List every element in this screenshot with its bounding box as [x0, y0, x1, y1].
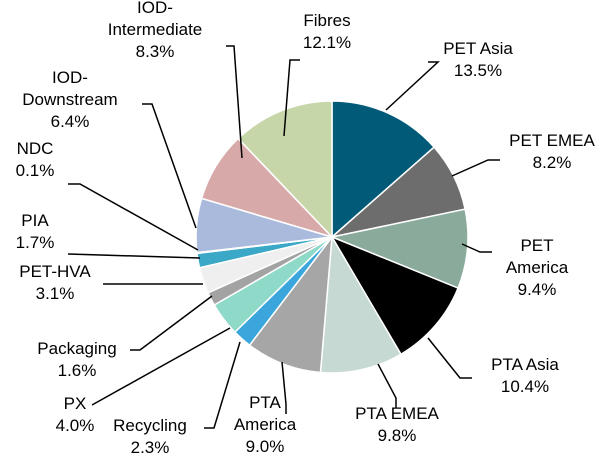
- value-label: 13.5%: [453, 61, 503, 80]
- slice-label: Recycling 2.3%: [100, 415, 200, 459]
- slice: [237, 100, 333, 239]
- category-name: PIA: [21, 211, 49, 230]
- leader-line: [67, 253, 201, 259]
- slice: [329, 208, 469, 290]
- leader-line: [226, 45, 243, 159]
- value-label: 9.8%: [377, 426, 417, 445]
- category-name: Recycling: [113, 416, 187, 435]
- slice-label: PET America 9.4%: [497, 235, 577, 301]
- slice: [330, 235, 460, 356]
- slice-label: PTA EMEA 9.8%: [337, 403, 457, 447]
- value-label: 1.7%: [15, 233, 55, 252]
- category-name: PET-HVA: [19, 262, 91, 281]
- slice: [331, 100, 436, 239]
- category-name: Packaging: [37, 339, 117, 358]
- slice-label: PTA America 9.0%: [225, 392, 305, 458]
- value-label: 2.3%: [130, 438, 170, 457]
- value-label: 3.1%: [35, 284, 75, 303]
- value-label: 1.6%: [57, 361, 97, 380]
- category-name: IOD-Downstream: [22, 68, 118, 109]
- leader-line: [461, 243, 492, 253]
- slice-label: PET-HVA 3.1%: [5, 261, 105, 305]
- value-label: 9.4%: [517, 280, 557, 299]
- slice-label: PET EMEA 8.2%: [487, 130, 610, 174]
- leader-line: [91, 327, 231, 406]
- leader-line: [142, 103, 197, 229]
- category-name: PX: [63, 394, 87, 413]
- slice-label: IOD-Downstream 6.4%: [20, 67, 120, 133]
- value-label: 0.1%: [15, 161, 55, 180]
- value-label: 12.1%: [302, 33, 352, 52]
- category-name: NDC: [16, 139, 54, 158]
- value-label: 4.0%: [55, 416, 95, 435]
- leader-line: [377, 363, 397, 408]
- category-name: PTA Asia: [491, 355, 559, 374]
- leader-line: [385, 61, 440, 111]
- slice-label: PTA Asia 10.4%: [475, 354, 575, 398]
- category-name: PTA America: [233, 393, 297, 434]
- slice-label: Fibres 12.1%: [277, 10, 377, 54]
- category-name: PET America: [505, 236, 569, 277]
- category-name: Fibres: [303, 11, 351, 30]
- leader-line: [130, 295, 213, 351]
- value-label: 8.3%: [135, 42, 175, 61]
- category-name: PET EMEA: [509, 131, 595, 150]
- slice-label: Packaging 1.6%: [27, 338, 127, 382]
- leader-line: [283, 59, 300, 137]
- leader-line: [427, 337, 472, 379]
- value-label: 10.4%: [500, 377, 550, 396]
- slice-label: PX 4.0%: [35, 393, 115, 437]
- value-label: 6.4%: [50, 112, 90, 131]
- value-label: 9.0%: [245, 437, 285, 456]
- leader-line: [451, 159, 500, 177]
- category-name: IOD-Intermediate: [107, 0, 203, 39]
- value-label: 8.2%: [532, 153, 572, 172]
- leader-line: [68, 183, 199, 251]
- leader-line: [204, 341, 241, 429]
- slice-label: IOD-Intermediate 8.3%: [99, 0, 211, 63]
- leader-line: [281, 361, 287, 414]
- slice-label: PIA 1.7%: [5, 210, 65, 254]
- category-name: PET Asia: [443, 39, 513, 58]
- slice-label: PET Asia 13.5%: [408, 38, 548, 82]
- category-name: PTA EMEA: [355, 404, 439, 423]
- slice: [319, 234, 402, 374]
- slice-label: NDC 0.1%: [5, 138, 65, 182]
